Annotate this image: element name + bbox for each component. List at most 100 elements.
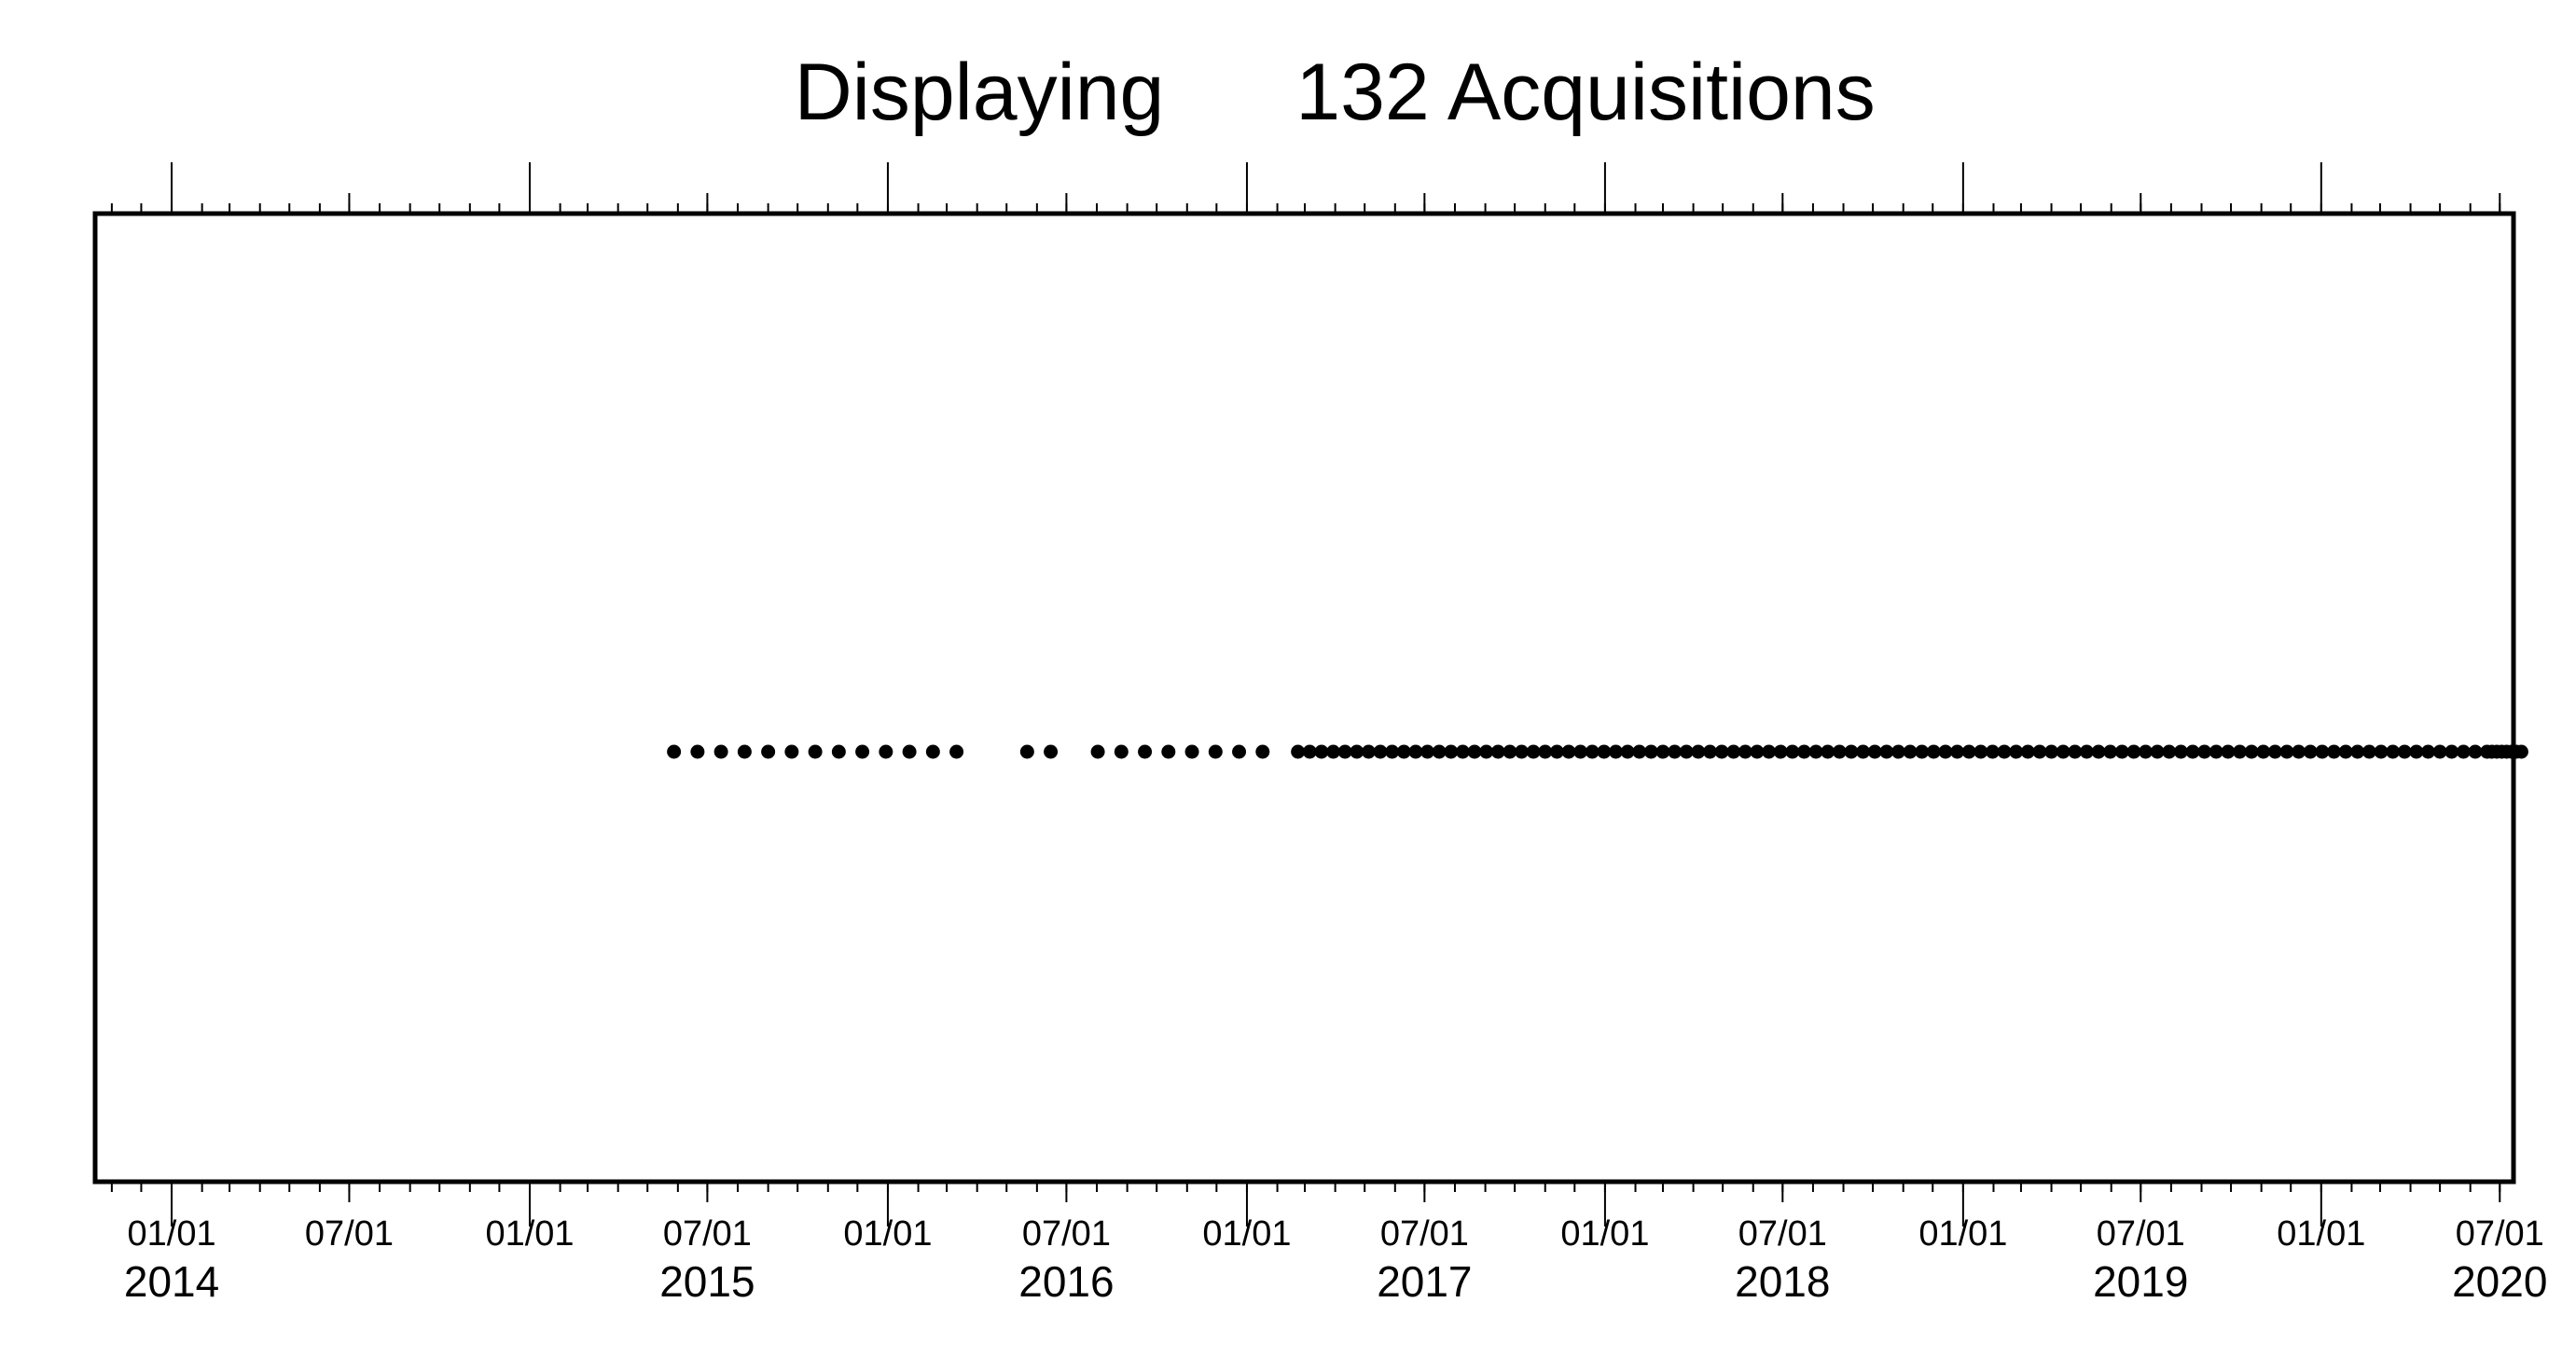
- acquisition-point: [1750, 744, 1765, 759]
- plot-frame: [92, 211, 2516, 1185]
- acquisition-point: [1526, 744, 1541, 759]
- acquisition-point: [2409, 744, 2424, 759]
- acquisition-point: [1844, 744, 1859, 759]
- acquisition-point: [2303, 744, 2318, 759]
- acquisition-point: [949, 744, 964, 759]
- acquisition-point: [2068, 744, 2083, 759]
- acquisition-point: [2162, 744, 2177, 759]
- acquisition-point: [1232, 744, 1247, 759]
- x-tick-label: 01/01: [1918, 1214, 2007, 1254]
- x-year-label: 2020: [2452, 1257, 2547, 1306]
- acquisition-point: [1726, 744, 1741, 759]
- acquisition-point: [1432, 744, 1447, 759]
- acquisition-point: [2056, 744, 2070, 759]
- acquisition-point: [1503, 744, 1517, 759]
- acquisition-point: [2079, 744, 2094, 759]
- acquisition-point: [1467, 744, 1482, 759]
- acquisition-point: [1668, 744, 1683, 759]
- acquisition-point: [1561, 744, 1576, 759]
- acquisition-point: [1773, 744, 1788, 759]
- acquisition-point: [2456, 744, 2471, 759]
- acquisition-point: [1515, 744, 1530, 759]
- acquisition-point: [2221, 744, 2236, 759]
- acquisition-point: [1985, 744, 2000, 759]
- acquisition-point: [2197, 744, 2212, 759]
- acquisition-point: [2044, 744, 2059, 759]
- acquisition-point: [879, 744, 893, 759]
- acquisition-point: [1679, 744, 1694, 759]
- acquisition-point: [2292, 744, 2306, 759]
- acquisition-point: [1643, 744, 1658, 759]
- x-tick-label: 01/01: [1202, 1214, 1291, 1254]
- acquisition-point: [2267, 744, 2282, 759]
- acquisition-point: [1114, 744, 1129, 759]
- acquisition-point: [902, 744, 917, 759]
- acquisition-point: [1291, 744, 1306, 759]
- acquisition-point: [1597, 744, 1612, 759]
- acquisition-point: [1890, 744, 1905, 759]
- acquisition-point: [1903, 744, 1918, 759]
- x-tick-label: 01/01: [2277, 1214, 2365, 1254]
- acquisition-point: [2114, 744, 2129, 759]
- acquisition-point: [1938, 744, 1953, 759]
- acquisition-point: [2468, 744, 2483, 759]
- acquisition-point: [1538, 744, 1553, 759]
- acquisition-point: [1738, 744, 1752, 759]
- acquisition-point: [690, 744, 705, 759]
- acquisition-point: [1808, 744, 1823, 759]
- acquisition-point: [2020, 744, 2035, 759]
- acquisition-point: [1762, 744, 1777, 759]
- acquisition-point: [855, 744, 870, 759]
- acquisition-point: [1385, 744, 1400, 759]
- acquisition-point: [1138, 744, 1153, 759]
- acquisition-point: [2397, 744, 2412, 759]
- x-year-label: 2017: [1377, 1257, 1472, 1306]
- x-tick-label: 07/01: [1380, 1214, 1469, 1254]
- acquisition-point: [1479, 744, 1494, 759]
- acquisition-point: [1350, 744, 1364, 759]
- acquisition-point: [1326, 744, 1341, 759]
- acquisition-point: [925, 744, 940, 759]
- acquisition-point: [761, 744, 776, 759]
- acquisition-point: [2244, 744, 2259, 759]
- acquisition-point: [1585, 744, 1600, 759]
- x-tick-label: 01/01: [128, 1214, 216, 1254]
- acquisition-point: [2185, 744, 2200, 759]
- acquisition-point: [2103, 744, 2118, 759]
- acquisition-point: [1420, 744, 1435, 759]
- x-tick-label: 07/01: [1022, 1214, 1111, 1254]
- acquisition-point: [1702, 744, 1717, 759]
- acquisition-point: [713, 744, 728, 759]
- acquisition-point: [2233, 744, 2248, 759]
- acquisition-point: [2361, 744, 2376, 759]
- acquisition-point: [2350, 744, 2365, 759]
- x-axis-year-labels: 2014 2015 2016 2017 2018 2019 2020: [124, 1257, 2548, 1306]
- acquisition-point: [2432, 744, 2447, 759]
- acquisition-point: [1950, 744, 1965, 759]
- acquisition-point: [1373, 744, 1388, 759]
- acquisition-point: [2386, 744, 2401, 759]
- acquisition-point: [1255, 744, 1270, 759]
- acquisition-point: [1361, 744, 1376, 759]
- acquisition-point: [1856, 744, 1871, 759]
- acquisition-point: [1620, 744, 1635, 759]
- x-tick-label: 07/01: [2456, 1214, 2544, 1254]
- acquisition-point: [1019, 744, 1034, 759]
- acquisition-point: [784, 744, 799, 759]
- acquisition-point: [1573, 744, 1588, 759]
- acquisition-point: [1796, 744, 1811, 759]
- acquisition-point: [1337, 744, 1352, 759]
- acquisition-point: [2139, 744, 2154, 759]
- acquisition-point: [1961, 744, 1976, 759]
- acquisition-point: [2256, 744, 2271, 759]
- acquisition-point: [1490, 744, 1505, 759]
- acquisition-point: [1302, 744, 1317, 759]
- acquisition-point: [1915, 744, 1930, 759]
- x-tick-label: 07/01: [663, 1214, 752, 1254]
- acquisition-point: [2326, 744, 2341, 759]
- acquisition-point: [1549, 744, 1564, 759]
- x-tick-label: 01/01: [1560, 1214, 1649, 1254]
- x-tick-label: 07/01: [2097, 1214, 2185, 1254]
- acquisition-point: [1879, 744, 1894, 759]
